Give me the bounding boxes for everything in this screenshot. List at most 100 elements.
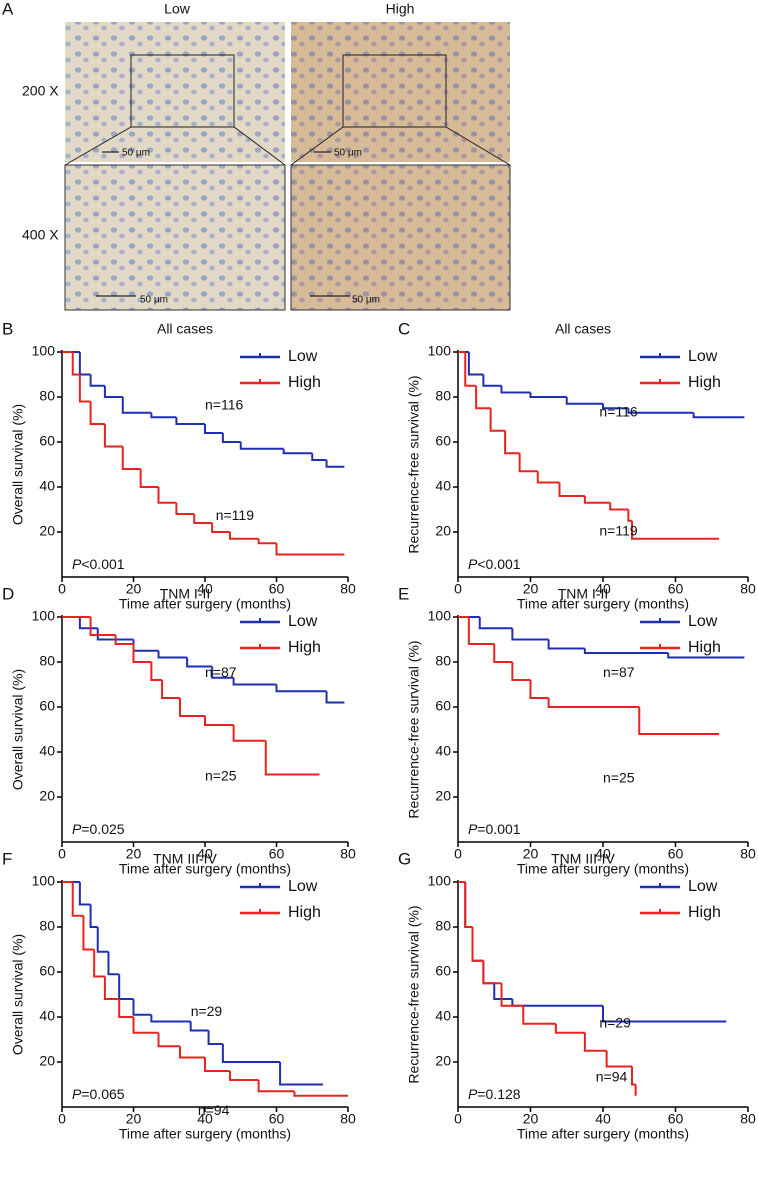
y-tick-label: 40 <box>435 743 451 759</box>
survival-step <box>467 617 495 645</box>
p-symbol: P <box>72 1086 82 1102</box>
x-tick-label: 0 <box>58 581 66 597</box>
y-axis-label: Recurrence-free survival (%) <box>406 640 422 818</box>
x-tick-label: 40 <box>197 581 213 597</box>
x-tick-label: 20 <box>523 1111 539 1127</box>
x-tick-label: 40 <box>197 846 213 862</box>
column-label: Low <box>164 1 191 17</box>
legend-label: Low <box>288 348 318 365</box>
survival-step <box>464 882 473 928</box>
panel-label: G <box>398 849 411 868</box>
survival-step <box>150 412 177 419</box>
survival-step <box>692 412 745 419</box>
x-tick-label: 60 <box>269 1111 285 1127</box>
x-axis-label: Time after surgery (months) <box>517 596 689 612</box>
survival-step <box>602 1005 727 1023</box>
survival-step <box>89 617 116 636</box>
p-text: =0.001 <box>477 821 520 837</box>
scale-bar-label: 50 μm <box>140 295 168 306</box>
survival-step <box>583 496 611 504</box>
y-tick-label: 100 <box>32 343 56 359</box>
legend-label: Low <box>288 613 318 630</box>
n-annotation: n=94 <box>198 1102 230 1118</box>
survival-step <box>489 408 506 432</box>
survival-step <box>500 983 524 1007</box>
survival-step <box>175 417 205 425</box>
survival-step <box>139 469 159 488</box>
survival-step <box>631 520 719 540</box>
survival-step <box>82 915 95 951</box>
survival-step <box>150 1014 191 1023</box>
y-tick-label: 20 <box>39 523 55 539</box>
survival-step <box>282 448 313 455</box>
panel-label: E <box>398 584 409 603</box>
legend-label: High <box>688 904 721 921</box>
y-tick-label: 60 <box>39 433 55 449</box>
survival-step <box>522 1005 556 1025</box>
p-symbol: P <box>468 821 478 837</box>
survival-step <box>232 725 266 742</box>
y-tick-label: 100 <box>428 873 452 889</box>
p-symbol: P <box>468 1086 478 1102</box>
survival-step <box>325 691 345 704</box>
y-axis-label: Recurrence-free survival (%) <box>406 375 422 553</box>
survival-step <box>627 408 694 414</box>
survival-step <box>118 999 134 1018</box>
row-label: 200 X <box>22 83 59 99</box>
chart-title: TNM III-IV <box>551 851 615 867</box>
survival-step <box>493 983 513 1000</box>
survival-step <box>293 1091 348 1097</box>
n-annotation: n=29 <box>599 1014 631 1030</box>
survival-step <box>175 502 195 515</box>
n-annotation: n=25 <box>205 767 237 783</box>
x-axis-label: Time after surgery (months) <box>517 861 689 877</box>
survival-step <box>178 698 205 717</box>
row-label: 400 X <box>22 227 59 243</box>
x-tick-label: 40 <box>595 581 611 597</box>
survival-step <box>96 628 134 641</box>
panel-label: A <box>2 0 14 18</box>
panel-label: B <box>2 319 13 338</box>
survival-step <box>511 628 549 641</box>
survival-step <box>511 662 531 681</box>
survival-step <box>221 1044 281 1063</box>
survival-step <box>132 644 152 663</box>
survival-step <box>78 374 91 403</box>
survival-step <box>89 374 105 387</box>
survival-step <box>482 960 502 985</box>
survival-step <box>565 397 603 405</box>
survival-step <box>275 684 327 693</box>
survival-step <box>103 424 123 448</box>
scale-bar-label: 50 μm <box>334 148 362 159</box>
y-tick-label: 60 <box>39 963 55 979</box>
survival-step <box>78 617 98 630</box>
x-tick-label: 60 <box>668 581 684 597</box>
survival-step <box>482 374 502 387</box>
x-tick-label: 0 <box>454 846 462 862</box>
survival-step <box>71 352 80 376</box>
survival-step <box>493 644 513 663</box>
survival-step <box>96 927 109 953</box>
scale-bar-label: 50 μm <box>122 148 150 159</box>
legend-label: Low <box>688 878 718 895</box>
legend-label: Low <box>688 348 718 365</box>
y-tick-label: 100 <box>428 608 452 624</box>
survival-step <box>221 433 241 443</box>
micrograph <box>290 164 511 311</box>
x-tick-label: 20 <box>126 1111 142 1127</box>
y-tick-label: 60 <box>435 433 451 449</box>
y-tick-label: 100 <box>428 343 452 359</box>
y-tick-label: 20 <box>39 788 55 804</box>
survival-step <box>504 430 520 455</box>
y-tick-label: 20 <box>39 1053 55 1069</box>
survival-step <box>529 392 567 398</box>
survival-step <box>157 487 177 504</box>
p-value: P=0.065 <box>72 1086 125 1102</box>
survival-step <box>558 482 585 497</box>
survival-step <box>204 716 234 726</box>
p-value: P=0.128 <box>468 1086 521 1102</box>
survival-step <box>482 960 495 985</box>
panel-label: C <box>398 319 410 338</box>
survival-step <box>257 1080 295 1093</box>
